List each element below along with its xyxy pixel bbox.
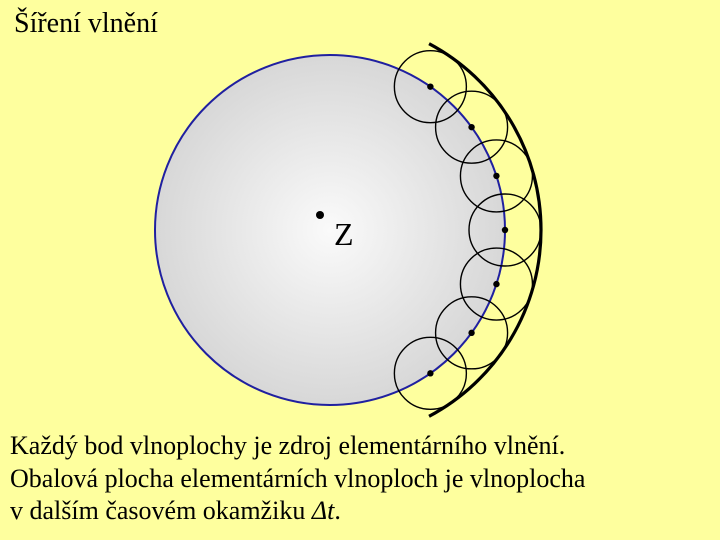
center-label: Z [334, 216, 354, 253]
caption-line-2a: Obalová plocha elementárních vlnoploch j… [10, 464, 585, 493]
caption-line-1: Každý bod vlnoplochy je zdroj elementárn… [10, 431, 565, 460]
caption-period: . [334, 496, 341, 525]
caption-delta-t: Δt [312, 496, 334, 525]
wave-diagram [0, 0, 720, 430]
caption-text: Každý bod vlnoplochy je zdroj elementárn… [10, 430, 710, 528]
caption-line-2b: v dalším časovém okamžiku [10, 496, 312, 525]
